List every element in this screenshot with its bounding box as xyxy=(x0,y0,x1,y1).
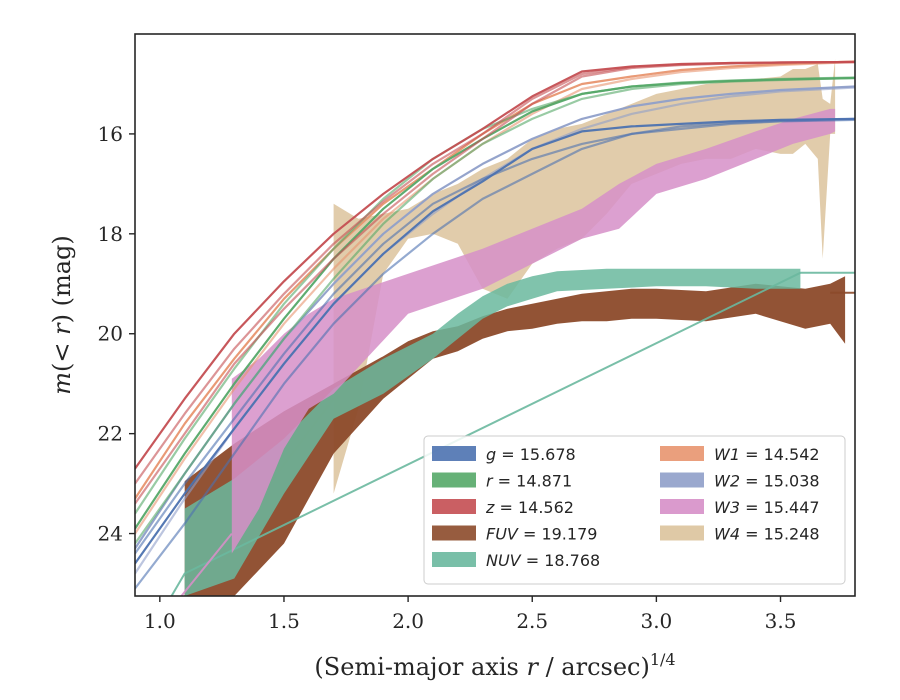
series-g xyxy=(135,117,855,590)
x-axis-label: (Semi-major axis r / arcsec)1/4 xyxy=(314,650,675,681)
y-axis: 16 18 20 22 24 xyxy=(98,122,135,546)
y-axis-label: m(< r) (mag) xyxy=(48,235,76,395)
x-tick-label: 3.0 xyxy=(640,609,672,633)
legend-item-W2: W2 = 15.038 xyxy=(660,472,820,491)
x-tick-label: 2.5 xyxy=(516,609,548,633)
legend-item-FUV: FUV = 19.179 xyxy=(432,525,597,544)
legend-item-W4: W4 = 15.248 xyxy=(660,525,820,544)
x-axis: 1.0 1.5 2.0 2.5 3.0 3.5 xyxy=(144,596,797,633)
line-g-0 xyxy=(135,117,855,565)
line-NUV xyxy=(170,271,855,596)
legend-label: g = 15.678 xyxy=(486,445,576,464)
y-tick-label: 16 xyxy=(98,122,123,146)
legend-label: NUV = 18.768 xyxy=(486,551,600,570)
y-tick-label: 24 xyxy=(98,522,123,546)
line-g-2 xyxy=(135,117,855,590)
series-layer xyxy=(135,59,855,596)
line-g-1 xyxy=(135,118,855,555)
legend-swatch xyxy=(660,525,704,541)
series-NUV xyxy=(170,268,855,596)
series-z xyxy=(135,60,855,505)
plot-frame xyxy=(134,33,856,597)
y-tick-label: 20 xyxy=(98,322,123,346)
legend-label: W4 = 15.248 xyxy=(714,525,820,544)
line-W3 xyxy=(180,532,233,596)
legend-swatch xyxy=(432,552,476,567)
legend-swatch xyxy=(660,472,704,488)
legend-item-g: g = 15.678 xyxy=(432,445,576,464)
y-tick-label: 22 xyxy=(98,422,123,446)
line-z-2 xyxy=(135,60,855,505)
band-NUV xyxy=(184,268,801,596)
series-W3 xyxy=(180,108,836,596)
legend-frame xyxy=(423,435,846,585)
legend-item-r: r = 14.871 xyxy=(432,472,572,491)
legend-swatch xyxy=(432,525,476,541)
legend-item-W1: W1 = 14.542 xyxy=(660,445,820,464)
legend-label: FUV = 19.179 xyxy=(486,525,597,544)
legend-swatch xyxy=(660,446,704,461)
legend-swatch xyxy=(432,499,476,514)
x-tick-label: 3.5 xyxy=(765,609,797,633)
legend-label: W3 = 15.447 xyxy=(714,498,820,517)
band-W3 xyxy=(231,108,836,554)
y-tick-label: 18 xyxy=(98,222,123,246)
legend-label: z = 14.562 xyxy=(485,498,574,517)
x-tick-label: 2.0 xyxy=(392,609,424,633)
legend: g = 15.678 r = 14.871 z = 14.562 FUV = 19.1… xyxy=(423,435,846,585)
x-tick-label: 1.5 xyxy=(268,609,300,633)
legend-swatch xyxy=(660,499,704,514)
legend-item-W3: W3 = 15.447 xyxy=(660,498,820,517)
legend-swatch xyxy=(432,446,476,461)
band-W4 xyxy=(333,59,836,494)
x-tick-label: 1.0 xyxy=(144,609,176,633)
legend-item-z: z = 14.562 xyxy=(432,498,574,517)
legend-label: W2 = 15.038 xyxy=(714,472,820,491)
legend-item-NUV: NUV = 18.768 xyxy=(432,551,600,570)
legend-swatch xyxy=(432,472,476,488)
legend-label: W1 = 14.542 xyxy=(714,445,820,464)
line-r-2 xyxy=(135,76,855,545)
legend-label: r = 14.871 xyxy=(486,472,572,491)
